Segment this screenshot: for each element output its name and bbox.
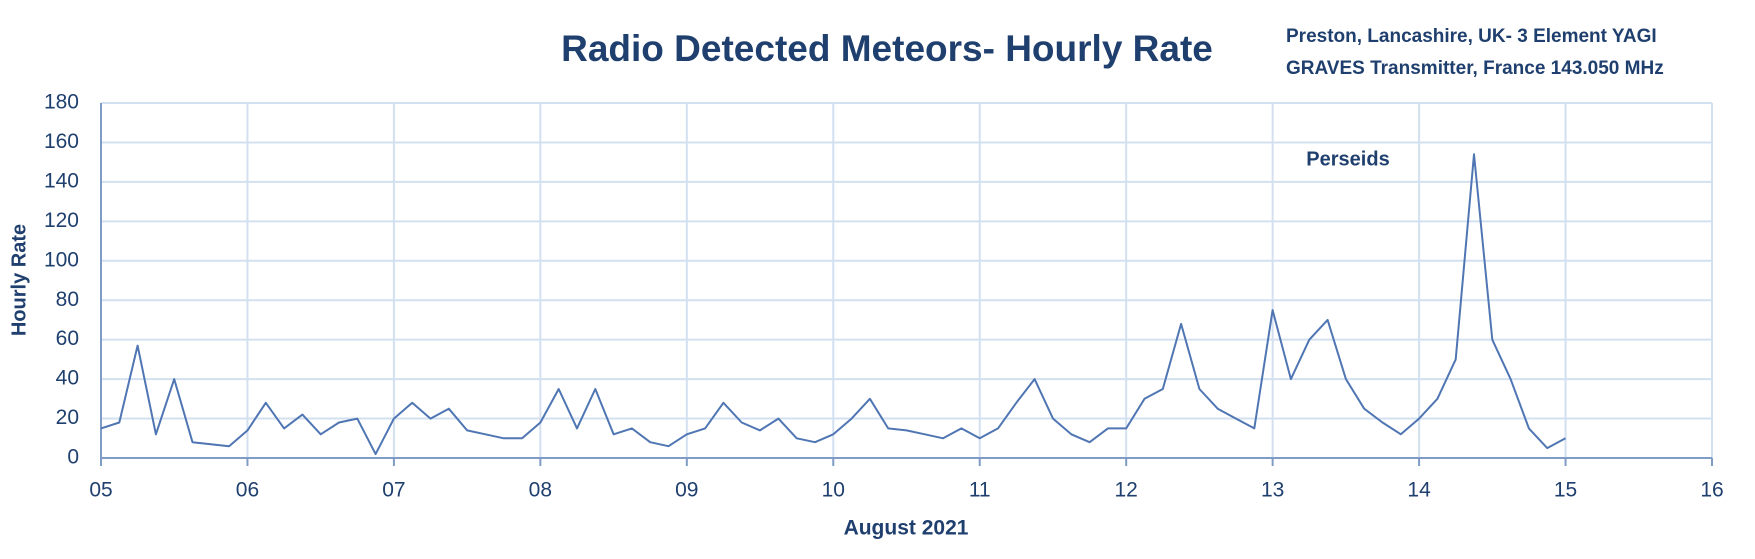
y-tick-label: 120: [44, 209, 79, 232]
annotation: Perseids: [1306, 148, 1389, 170]
subtitle: Preston, Lancashire, UK- 3 Element YAGI: [1286, 26, 1657, 47]
x-tick-label: 09: [675, 479, 698, 502]
y-tick-label: 140: [44, 169, 79, 192]
x-tick-label: 16: [1700, 479, 1723, 502]
x-tick-label: 07: [382, 479, 405, 502]
y-tick-label: 20: [56, 406, 79, 429]
y-tick-label: 40: [56, 367, 79, 390]
x-tick-label: 14: [1407, 479, 1431, 502]
x-tick-label: 12: [1115, 479, 1138, 502]
x-axis-label: August 2021: [844, 517, 969, 540]
y-axis-label: Hourly Rate: [8, 224, 30, 336]
y-tick-label: 160: [44, 130, 79, 153]
x-tick-label: 11: [969, 479, 991, 502]
y-tick-label: 0: [67, 446, 79, 469]
data-line: [100, 153, 1566, 456]
x-tick-label: 13: [1261, 479, 1284, 502]
x-tick-label: 10: [822, 479, 845, 502]
y-tick-label: 80: [56, 288, 79, 311]
x-tick-label: 08: [529, 479, 552, 502]
subtitle: GRAVES Transmitter, France 143.050 MHz: [1286, 58, 1664, 79]
x-tick-label: 15: [1554, 479, 1577, 502]
y-tick-label: 180: [44, 91, 79, 114]
x-tick-label: 06: [236, 479, 259, 502]
y-tick-label: 60: [56, 327, 79, 350]
y-tick-label: 100: [44, 248, 79, 271]
chart-title: Radio Detected Meteors- Hourly Rate: [561, 28, 1213, 69]
x-tick-label: 05: [89, 479, 112, 502]
